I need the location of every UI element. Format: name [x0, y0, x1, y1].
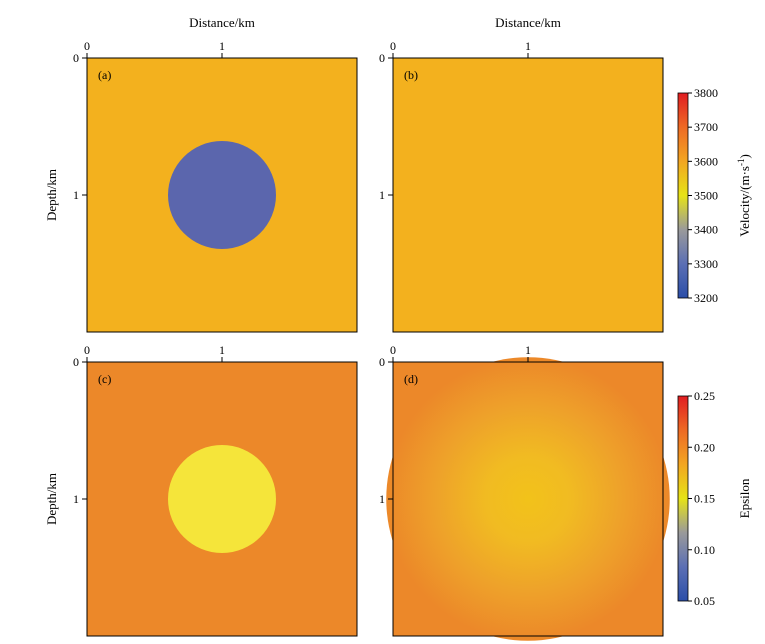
y-axis-title: Depth/km: [44, 473, 59, 525]
y-tick-label: 1: [73, 492, 79, 506]
colorbar-tick-label: 3300: [694, 257, 718, 271]
velocity-colorbar: 3200 3300 3400 3500 3600 3700 3800 Velocity/(m·…: [677, 86, 752, 305]
panel-label: (d): [404, 372, 418, 386]
colorbar-tick-label: 0.05: [694, 594, 715, 608]
y-tick-label: 0: [379, 355, 385, 369]
colorbar-title: Epsilon: [737, 478, 752, 518]
x-tick-label: 1: [525, 343, 531, 357]
panel-d: 0 1 0 1 (d): [379, 343, 670, 641]
colorbar-ramp: [677, 92, 689, 299]
colorbar-tick-label: 0.10: [694, 543, 715, 557]
y-axis-title: Depth/km: [44, 169, 59, 221]
x-axis-title: Distance/km: [189, 15, 255, 30]
x-tick-label: 0: [390, 343, 396, 357]
colorbar-tick-label: 0.25: [694, 389, 715, 403]
y-tick-label: 0: [379, 51, 385, 65]
colorbar-tick-label: 0.20: [694, 440, 715, 454]
colorbar-tick-label: 0.15: [694, 492, 715, 506]
circular-anomaly: [168, 445, 276, 553]
circular-anomaly: [168, 141, 276, 249]
colorbar-tick-label: 3600: [694, 154, 718, 168]
panel-label: (c): [98, 372, 111, 386]
colorbar-tick-label: 3200: [694, 291, 718, 305]
x-tick-label: 1: [525, 39, 531, 53]
panel-label: (a): [98, 68, 111, 82]
colorbar-tick-label: 3500: [694, 189, 718, 203]
colorbar-tick-label: 3700: [694, 120, 718, 134]
y-tick-label: 1: [73, 188, 79, 202]
colorbar-tick-label: 3800: [694, 86, 718, 100]
panel-b: 0 1 0 1 Distance/km (b): [379, 15, 664, 333]
y-tick-label: 0: [73, 355, 79, 369]
panel-c: 0 1 0 1 Depth/km (c): [44, 343, 358, 637]
epsilon-colorbar: 0.05 0.10 0.15 0.20 0.25 Epsilon: [677, 389, 752, 608]
colorbar-tick-label: 3400: [694, 223, 718, 237]
y-tick-label: 0: [73, 51, 79, 65]
x-tick-label: 0: [84, 39, 90, 53]
colorbars-layer: 3200 3300 3400 3500 3600 3700 3800 Velocity/(m·…: [677, 86, 752, 608]
y-tick-label: 1: [379, 188, 385, 202]
smooth-anomaly: [386, 357, 670, 641]
colorbar-title: Velocity/(m·s-1): [736, 154, 752, 237]
panels-layer: 0 1 0 1 Distance/km Depth/km (a) 0 1 0 1 Distance/k…: [44, 15, 670, 641]
x-axis-title: Distance/km: [495, 15, 561, 30]
panel-label: (b): [404, 68, 418, 82]
x-tick-label: 1: [219, 343, 225, 357]
x-tick-label: 1: [219, 39, 225, 53]
panel-a: 0 1 0 1 Distance/km Depth/km (a): [44, 15, 358, 333]
y-tick-label: 1: [379, 492, 385, 506]
x-tick-label: 0: [390, 39, 396, 53]
colorbar-ramp: [677, 395, 689, 602]
colorbar-title-superscript: -1: [736, 159, 746, 167]
x-tick-label: 0: [84, 343, 90, 357]
panel-background: [393, 58, 663, 332]
